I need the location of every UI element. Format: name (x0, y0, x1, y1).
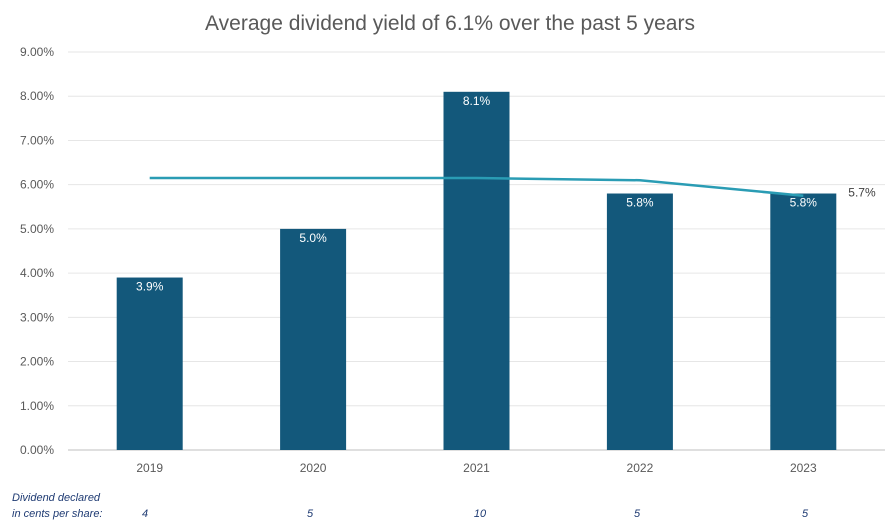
dividend-cents-value: 4 (142, 508, 148, 520)
footer-label-line1: Dividend declared (12, 492, 101, 504)
bar-2020 (280, 228, 347, 450)
line-end-label: 5.7% (848, 186, 876, 200)
bar-labels: 3.9% 5.0% 8.1% 5.8% 5.8% (136, 94, 817, 294)
y-axis-ticks: 0.00% 1.00% 2.00% 3.00% 4.00% 5.00% 6.00% 7.00%… (20, 45, 54, 457)
bar-data-label: 8.1% (463, 94, 491, 108)
bar-2021 (443, 91, 510, 451)
y-tick-label: 5.00% (20, 222, 54, 236)
dividend-cents-value: 5 (634, 508, 641, 520)
y-tick-label: 0.00% (20, 443, 54, 457)
bar-2022 (606, 193, 673, 450)
x-tick-label: 2021 (463, 461, 490, 475)
y-tick-label: 4.00% (20, 266, 54, 280)
dividend-footer: Dividend declared in cents per share: 4 5… (12, 492, 809, 520)
y-tick-label: 3.00% (20, 310, 54, 324)
bar-data-label: 5.8% (626, 196, 654, 210)
y-tick-label: 9.00% (20, 45, 54, 59)
x-tick-label: 2020 (300, 461, 327, 475)
y-tick-label: 8.00% (20, 89, 54, 103)
x-axis-ticks: 2019 2020 2021 2022 2023 (136, 461, 817, 475)
dividend-cents-value: 5 (307, 508, 314, 520)
bar-data-label: 5.8% (790, 196, 818, 210)
y-tick-label: 7.00% (20, 133, 54, 147)
average-yield-line (149, 176, 804, 197)
x-tick-label: 2023 (790, 461, 817, 475)
y-tick-label: 2.00% (20, 355, 54, 369)
bar-data-label: 3.9% (136, 280, 164, 294)
dividend-cents-value: 5 (802, 508, 809, 520)
footer-label-line2: in cents per share: (12, 508, 103, 520)
bars (116, 91, 837, 451)
y-tick-label: 1.00% (20, 399, 54, 413)
y-tick-label: 6.00% (20, 178, 54, 192)
dividend-cents-value: 10 (474, 508, 487, 520)
bar-2023 (770, 193, 837, 450)
bar-data-label: 5.0% (299, 231, 327, 245)
x-tick-label: 2019 (136, 461, 163, 475)
bar-2019 (116, 277, 183, 450)
x-tick-label: 2022 (627, 461, 654, 475)
average-line: 5.7% (149, 176, 876, 200)
chart-title: Average dividend yield of 6.1% over the … (205, 12, 695, 35)
